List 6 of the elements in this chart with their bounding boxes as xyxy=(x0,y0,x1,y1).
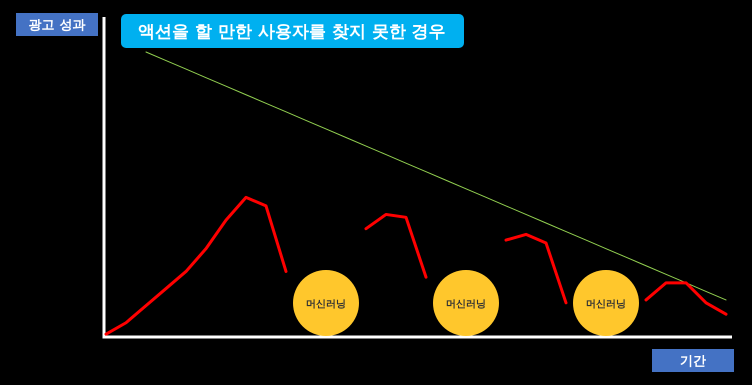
annotation: 머신러닝 xyxy=(446,299,486,310)
annotation: 머신러닝 xyxy=(586,299,626,310)
chart-title: 액션을 할 만한 사용자를 찾지 못한 경우 xyxy=(138,22,446,42)
annotation: 머신러닝 xyxy=(306,299,346,310)
y-axis-title: 광고 성과 xyxy=(28,18,86,33)
x-axis-title: 기간 xyxy=(680,354,706,369)
